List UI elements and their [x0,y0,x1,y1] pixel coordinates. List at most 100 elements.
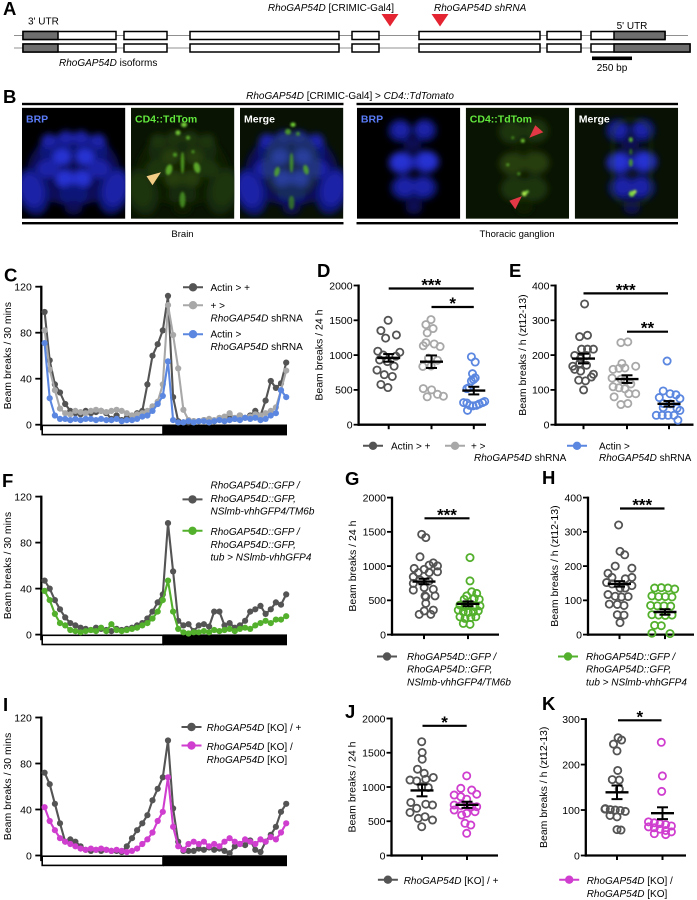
svg-text:100: 100 [532,385,550,397]
svg-text:Actin >: Actin > [211,330,242,341]
svg-text:2000: 2000 [362,713,386,725]
svg-text:1000: 1000 [329,350,353,362]
svg-text:RhoGAP54D [KO] / +: RhoGAP54D [KO] / + [207,723,302,734]
svg-text:***: *** [632,496,652,515]
svg-text:CD4::TdTom: CD4::TdTom [135,114,197,126]
svg-text:Beam breaks / h (zt12-13): Beam breaks / h (zt12-13) [538,727,550,848]
svg-text:Actin > +: Actin > + [391,442,431,453]
svg-text:RhoGAP54D [CRIMIC-Gal4] > CD4: RhoGAP54D [CRIMIC-Gal4] > CD4::TdTomato [246,91,454,102]
svg-text:300: 300 [564,527,582,539]
svg-text:1500: 1500 [363,527,387,539]
svg-text:RhoGAP54D [CRIMIC-Gal4]: RhoGAP54D [CRIMIC-Gal4] [268,3,394,14]
svg-text:Merge: Merge [244,114,275,126]
svg-text:*: * [636,707,643,726]
svg-text:RhoGAP54D::GFP,: RhoGAP54D::GFP, [586,665,671,676]
svg-text:***: *** [421,276,441,295]
svg-text:200: 200 [532,350,550,362]
svg-text:RhoGAP54D::GFP /: RhoGAP54D::GFP / [407,652,497,663]
svg-text:RhoGAP54D shRNA: RhoGAP54D shRNA [434,3,527,14]
svg-text:400: 400 [564,492,582,504]
svg-text:100: 100 [562,805,580,817]
svg-text:250 bp: 250 bp [597,63,628,74]
svg-text:Beam breaks / h (zt12-13): Beam breaks / h (zt12-13) [517,294,529,415]
svg-text:***: *** [616,280,636,299]
svg-text:K: K [542,693,556,714]
svg-text:RhoGAP54D [KO]: RhoGAP54D [KO] [207,755,288,766]
svg-text:A: A [3,0,16,19]
svg-text:1500: 1500 [362,748,386,760]
svg-text:200: 200 [564,561,582,573]
svg-text:RhoGAP54D [KO]: RhoGAP54D [KO] [587,889,668,900]
svg-text:Beam breaks / h (zt12-13): Beam breaks / h (zt12-13) [549,505,561,626]
svg-text:E: E [509,260,521,281]
svg-text:Brain: Brain [171,229,193,240]
svg-text:2000: 2000 [363,492,387,504]
svg-text:***: *** [437,505,457,524]
svg-text:40: 40 [20,804,32,816]
svg-text:I: I [3,694,8,715]
svg-text:300: 300 [532,315,550,327]
svg-text:0: 0 [26,629,32,641]
svg-text:200: 200 [562,759,580,771]
svg-text:F: F [2,470,13,491]
svg-text:RhoGAP54D [KO] /: RhoGAP54D [KO] / [587,876,673,887]
svg-text:120: 120 [14,282,32,294]
svg-text:*: * [441,713,448,732]
svg-text:BRP: BRP [361,114,383,126]
svg-text:0: 0 [576,629,582,641]
svg-text:RhoGAP54D shRNA: RhoGAP54D shRNA [474,453,567,464]
svg-text:Thoracic ganglion: Thoracic ganglion [480,229,555,240]
svg-text:NSlmb-vhhGFP4/TM6b: NSlmb-vhhGFP4/TM6b [407,678,511,689]
svg-text:0: 0 [380,850,386,862]
svg-text:C: C [4,265,17,286]
svg-text:500: 500 [335,385,353,397]
svg-text:Beam breaks / 30 mins: Beam breaks / 30 mins [2,302,14,409]
svg-text:NSlmb-vhhGFP4/TM6b: NSlmb-vhhGFP4/TM6b [211,507,315,518]
svg-text:RhoGAP54D [KO] / +: RhoGAP54D [KO] / + [404,876,499,887]
svg-text:Beam breaks / 30 mins: Beam breaks / 30 mins [2,512,14,619]
svg-text:100: 100 [564,595,582,607]
svg-text:**: ** [641,319,655,338]
svg-text:G: G [345,468,359,489]
svg-text:RhoGAP54D::GFP,: RhoGAP54D::GFP, [407,665,492,676]
svg-text:RhoGAP54D::GFP,: RhoGAP54D::GFP, [211,494,296,505]
svg-text:Actin >: Actin > [599,442,630,453]
svg-text:0: 0 [26,850,32,862]
svg-text:RhoGAP54D shRNA: RhoGAP54D shRNA [599,453,692,464]
svg-text:120: 120 [14,491,32,503]
svg-text:H: H [542,467,555,488]
svg-text:300: 300 [562,714,580,726]
svg-text:40: 40 [20,583,32,595]
svg-text:RhoGAP54D [KO] /: RhoGAP54D [KO] / [207,742,293,753]
svg-text:0: 0 [574,850,580,862]
svg-text:+ >: + > [471,442,486,453]
svg-text:3' UTR: 3' UTR [28,17,59,28]
svg-text:J: J [345,701,355,722]
svg-text:500: 500 [368,816,386,828]
svg-text:RhoGAP54D::GFP /: RhoGAP54D::GFP / [211,527,301,538]
svg-text:40: 40 [20,374,32,386]
svg-text:RhoGAP54D shRNA: RhoGAP54D shRNA [211,314,304,325]
svg-text:RhoGAP54D shRNA: RhoGAP54D shRNA [211,342,304,353]
svg-text:1500: 1500 [329,315,353,327]
svg-text:2000: 2000 [329,280,353,292]
svg-text:Beam breaks / 24 h: Beam breaks / 24 h [314,309,326,400]
svg-text:RhoGAP54D::GFP /: RhoGAP54D::GFP / [211,481,301,492]
svg-text:80: 80 [20,328,32,340]
svg-text:Actin > +: Actin > + [211,283,251,294]
svg-text:*: * [449,294,456,313]
svg-text:80: 80 [20,758,32,770]
svg-text:5' UTR: 5' UTR [617,21,648,32]
svg-text:0: 0 [380,629,386,641]
svg-text:0: 0 [26,420,32,432]
svg-text:Beam breaks / 24 h: Beam breaks / 24 h [347,741,359,832]
svg-text:RhoGAP54D isoforms: RhoGAP54D isoforms [59,58,157,69]
svg-text:RhoGAP54D::GFP /: RhoGAP54D::GFP / [586,652,676,663]
svg-text:1000: 1000 [363,561,387,573]
svg-text:Merge: Merge [579,114,610,126]
svg-text:Beam breaks / 30 mins: Beam breaks / 30 mins [2,733,14,840]
svg-text:0: 0 [347,420,353,432]
svg-text:CD4::TdTom: CD4::TdTom [470,114,532,126]
svg-text:B: B [3,86,16,107]
svg-text:120: 120 [14,712,32,724]
